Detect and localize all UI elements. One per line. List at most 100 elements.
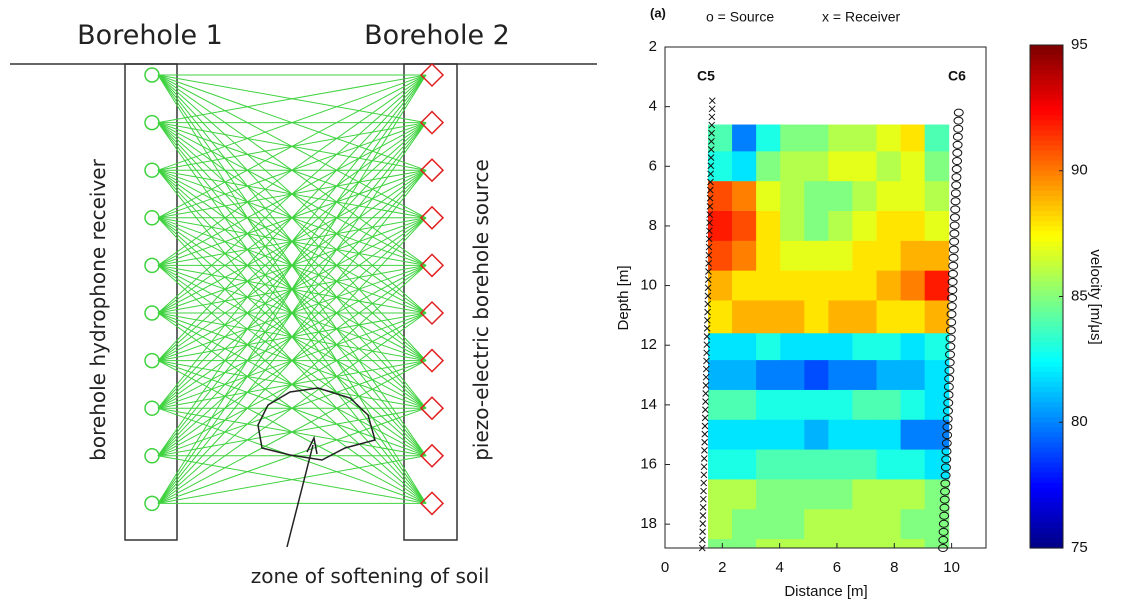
colorbar-segment: [1030, 266, 1063, 272]
source-marker: [949, 213, 960, 222]
y-tick-label: 8: [649, 217, 657, 234]
source-marker: [941, 439, 952, 448]
source-marker: [945, 334, 956, 343]
receiver-marker: [704, 300, 712, 308]
cell: [804, 124, 829, 152]
receiver-marker: [704, 292, 712, 300]
receiver-marker: [705, 235, 713, 243]
colorbar-segment: [1030, 135, 1063, 142]
colorbar-segment: [1030, 246, 1063, 252]
colorbar-segment: [1030, 205, 1063, 212]
colorbar-segment: [1030, 392, 1063, 398]
velocity-tomogram: (a) o = Source x = Receiver C5 C6 Depth …: [615, 5, 1104, 600]
receiver-marker: [706, 203, 714, 210]
cell: [876, 389, 902, 421]
colorbar-segment: [1030, 452, 1063, 459]
cell: [780, 211, 805, 242]
cell: [852, 389, 878, 421]
colorbar-segment: [1030, 402, 1063, 408]
cell: [852, 300, 878, 334]
receiver-marker: [706, 219, 713, 227]
colorbar-segment: [1030, 321, 1063, 328]
colorbar-segment: [1030, 502, 1063, 509]
receiver-marker: [702, 373, 710, 381]
colorbar-segment: [1030, 341, 1063, 348]
cell: [780, 181, 805, 212]
cell: [876, 333, 902, 361]
receiver: [144, 400, 160, 416]
colorbar-segment: [1030, 527, 1063, 534]
receiver-marker: [708, 121, 716, 129]
cell: [732, 389, 757, 421]
colorbar-segment: [1030, 60, 1063, 66]
source: [419, 348, 445, 373]
receiver-label: borehole hydrophone receiver: [86, 158, 110, 460]
x-tick-label: 2: [718, 559, 726, 576]
cell: [780, 300, 805, 334]
colorbar-segment: [1030, 356, 1063, 363]
cell: [900, 539, 926, 549]
cell: [876, 211, 902, 242]
colorbar-segment: [1030, 226, 1063, 232]
ray: [157, 360, 427, 504]
x-tick-label: 8: [890, 559, 898, 576]
colorbar-segment: [1030, 276, 1063, 283]
y-tick-label: 4: [649, 98, 657, 115]
receiver-marker: [706, 211, 714, 218]
cell: [900, 333, 926, 361]
source-marker: [949, 237, 960, 246]
cell: [732, 124, 757, 152]
cell: [707, 300, 733, 334]
cell: [924, 419, 950, 451]
cell: [732, 509, 757, 540]
colorbar-segment: [1030, 442, 1063, 448]
zone-label: zone of softening of soil: [251, 564, 490, 588]
cell: [804, 181, 829, 212]
colorbar-segment: [1030, 482, 1063, 489]
source-marker: [953, 108, 964, 117]
source-marker: [952, 156, 963, 165]
cell: [707, 389, 733, 421]
ray: [157, 74, 427, 409]
receiver-marker: [707, 178, 714, 186]
cell: [900, 124, 926, 152]
x-tick-label: 4: [775, 559, 783, 576]
cell: [900, 360, 926, 391]
cell: [900, 449, 926, 480]
cell: [780, 479, 805, 510]
colorbar-segment: [1030, 437, 1063, 443]
colorbar-segment: [1030, 427, 1063, 433]
colorbar-segment: [1030, 351, 1063, 358]
cell: [900, 300, 926, 334]
cell: [900, 389, 926, 421]
receiver-marker: [705, 251, 713, 259]
ray: [157, 74, 427, 361]
source: [419, 62, 445, 88]
colorbar-segment: [1030, 105, 1063, 111]
receiver: [144, 305, 160, 321]
source-marker: [940, 487, 951, 496]
colorbar-segment: [1030, 85, 1063, 91]
cell: [828, 360, 853, 391]
colorbar-segment: [1030, 221, 1063, 227]
colorbar-segment: [1030, 155, 1063, 162]
cell: [900, 181, 926, 212]
cell: [852, 419, 878, 451]
cell: [924, 449, 950, 480]
cell: [828, 479, 853, 510]
cell: [804, 151, 829, 182]
colorbar-segment: [1030, 462, 1063, 469]
receiver-marker: [702, 406, 709, 414]
receiver: [144, 257, 160, 274]
colorbar-segment: [1030, 185, 1063, 192]
x-tick-label: 0: [661, 559, 669, 576]
cell: [900, 479, 926, 510]
colorbar-segment: [1030, 95, 1063, 101]
colorbar-segment: [1030, 447, 1063, 454]
cell: [756, 509, 781, 540]
x-tick-label: 6: [833, 559, 841, 576]
receiver-marker: [705, 268, 712, 275]
colorbar-segment: [1030, 537, 1063, 544]
cell: [828, 240, 853, 272]
receiver-marker: [705, 243, 713, 251]
